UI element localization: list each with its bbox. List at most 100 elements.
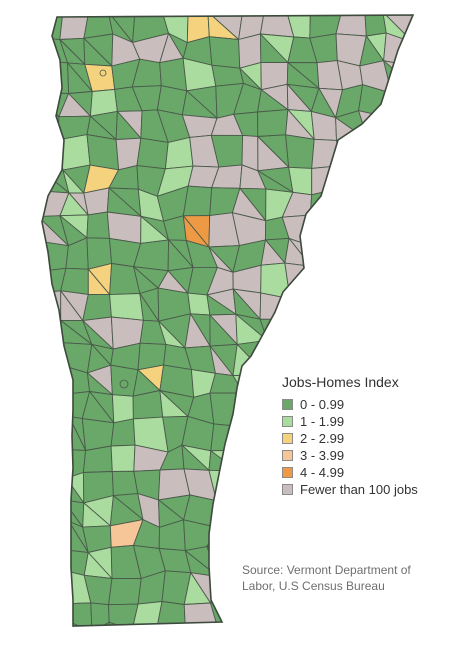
- town-polygon: [287, 318, 311, 349]
- town-polygon: [309, 346, 342, 376]
- town-polygon: [108, 603, 139, 626]
- town-polygon: [358, 314, 388, 349]
- town-polygon: [156, 625, 186, 626]
- town-polygon: [83, 187, 110, 216]
- town-polygon: [387, 623, 413, 626]
- town-polygon: [333, 188, 364, 220]
- town-polygon: [164, 136, 194, 170]
- town-polygon: [308, 340, 341, 376]
- legend-item-0-0.99: 0 - 0.99: [282, 396, 467, 413]
- source-line-1: Source: Vermont Department of: [242, 563, 411, 577]
- state-outline: [41, 14, 415, 627]
- town-polygon: [42, 415, 70, 451]
- town-polygon: [64, 602, 93, 626]
- town-polygon: [131, 600, 163, 626]
- town-polygon: [42, 520, 70, 551]
- town-polygon: [82, 445, 113, 473]
- town-polygon: [308, 518, 334, 556]
- town-polygon: [42, 393, 70, 420]
- town-polygon: [310, 265, 345, 299]
- town-polygon: [209, 621, 245, 626]
- town-polygon: [187, 292, 211, 316]
- town-polygon: [239, 392, 267, 427]
- town-polygon: [361, 168, 390, 197]
- town-polygon: [259, 292, 291, 320]
- town-polygon: [156, 600, 186, 626]
- town-polygon: [82, 293, 112, 322]
- town-polygon: [361, 339, 393, 370]
- legend-item-fewer-than-100-jobs: Fewer than 100 jobs: [282, 481, 467, 498]
- town-polygon: [334, 213, 364, 244]
- town-polygon: [60, 267, 89, 295]
- legend-swatch: [282, 399, 293, 410]
- town-polygon: [385, 599, 413, 625]
- town-polygon: [217, 576, 245, 598]
- town-polygon: [42, 620, 69, 626]
- town-polygon: [388, 185, 413, 223]
- town-polygon: [241, 496, 266, 527]
- town-polygon: [42, 313, 63, 344]
- town-polygon: [209, 392, 244, 427]
- town-polygon: [108, 621, 135, 626]
- town-polygon: [235, 595, 267, 626]
- town-polygon: [85, 632, 114, 648]
- town-polygon: [386, 339, 413, 375]
- town-polygon: [42, 443, 67, 479]
- town-polygon: [266, 339, 289, 376]
- legend-label: 1 - 1.99: [300, 414, 345, 429]
- town-polygon: [283, 623, 314, 626]
- town-polygon: [307, 519, 343, 555]
- town-polygon: [360, 237, 390, 269]
- town-polygon: [307, 622, 342, 626]
- town-polygon: [261, 525, 294, 552]
- town-polygon: [284, 343, 313, 376]
- town-polygon: [205, 545, 245, 578]
- legend-swatch: [282, 484, 293, 495]
- town-polygon: [136, 137, 169, 170]
- town-polygon: [388, 220, 413, 242]
- town-polygon: [387, 186, 413, 224]
- town-polygon: [209, 575, 240, 604]
- town-polygon: [362, 622, 395, 626]
- town-polygon: [81, 418, 115, 452]
- town-polygon: [155, 625, 186, 626]
- town-polygon: [42, 339, 63, 370]
- town-polygon: [240, 523, 264, 553]
- legend: Jobs-Homes Index 0 - 0.99 1 - 1.99 2 - 2…: [282, 374, 467, 498]
- town-polygon: [338, 240, 365, 273]
- town-polygon: [86, 211, 110, 239]
- town-polygon: [335, 139, 369, 171]
- source-line-2: Labor, U.S Census Bureau: [242, 579, 385, 593]
- town-polygon: [310, 240, 345, 273]
- town-polygon: [42, 240, 69, 273]
- town-polygon: [42, 417, 61, 450]
- town-polygon: [357, 110, 388, 141]
- town-polygon: [262, 498, 292, 528]
- town-polygon: [381, 493, 413, 523]
- town-polygon: [216, 496, 243, 528]
- town-polygon: [340, 164, 363, 197]
- town-polygon: [389, 160, 413, 189]
- town-polygon: [360, 628, 394, 648]
- town-polygon: [307, 599, 339, 626]
- town-polygon: [285, 134, 315, 169]
- town-polygon: [42, 138, 64, 172]
- town-polygon: [356, 493, 390, 522]
- town-polygon: [42, 59, 70, 94]
- legend-item-2-2.99: 2 - 2.99: [282, 430, 467, 447]
- town-polygon: [356, 519, 390, 551]
- town-polygon: [42, 467, 67, 501]
- town-polygon: [284, 262, 319, 300]
- town-polygon: [382, 237, 413, 269]
- town-polygon: [335, 314, 367, 342]
- town-polygon: [287, 289, 319, 321]
- town-polygon: [237, 444, 260, 476]
- town-polygon: [110, 418, 136, 447]
- town-polygon: [282, 519, 310, 556]
- town-polygons: [42, 15, 413, 648]
- source-note: Source: Vermont Department of Labor, U.S…: [242, 562, 462, 594]
- legend-label: Fewer than 100 jobs: [300, 482, 418, 497]
- town-polygon: [310, 266, 333, 298]
- town-polygon: [42, 571, 69, 605]
